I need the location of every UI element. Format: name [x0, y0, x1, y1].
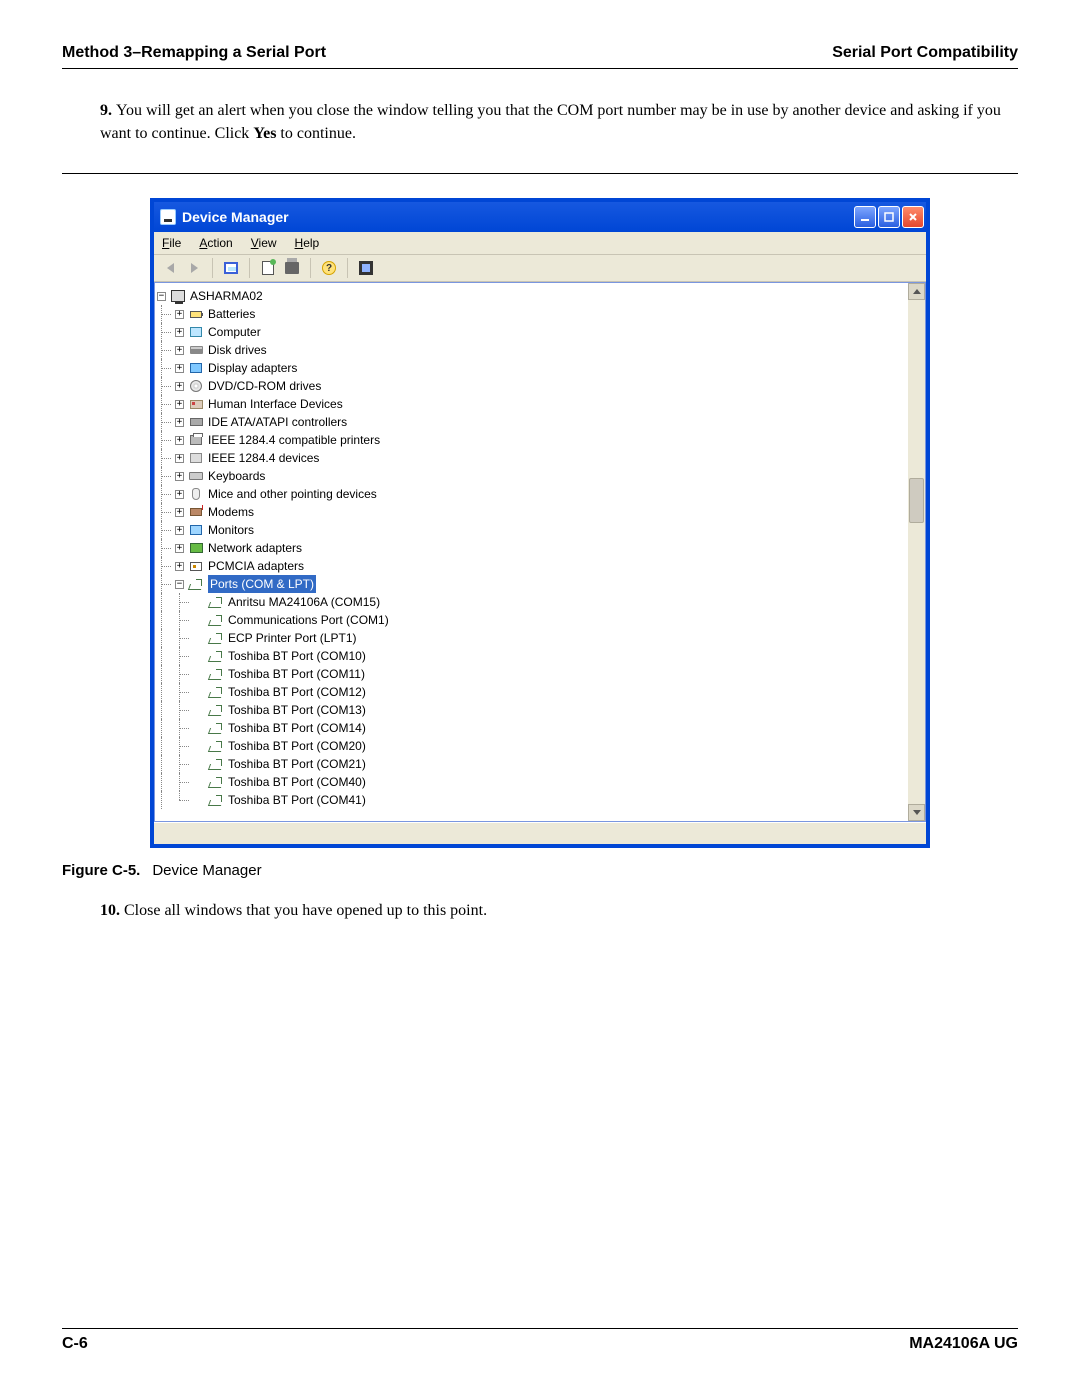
tree-item[interactable]: +Human Interface Devices [157, 395, 921, 413]
back-button[interactable] [160, 258, 180, 278]
scroll-down-button[interactable] [908, 804, 925, 821]
tree-port[interactable]: Toshiba BT Port (COM21) [157, 755, 921, 773]
tree-port[interactable]: Toshiba BT Port (COM10) [157, 647, 921, 665]
scan-icon[interactable] [356, 258, 376, 278]
step-9-text-a: You will get an alert when you close the… [100, 102, 1001, 142]
tree-port[interactable]: Communications Port (COM1) [157, 611, 921, 629]
menubar: File Action View Help [154, 232, 926, 255]
help-icon[interactable]: ? [319, 258, 339, 278]
divider [62, 173, 1018, 174]
header-left: Method 3–Remapping a Serial Port [62, 44, 326, 62]
tree-port[interactable]: Toshiba BT Port (COM11) [157, 665, 921, 683]
step-10-num: 10. [100, 902, 120, 919]
scroll-up-button[interactable] [908, 283, 925, 300]
sheet-icon[interactable] [258, 258, 278, 278]
step-10: 10.Close all windows that you have opene… [100, 899, 1018, 922]
tree-port[interactable]: Toshiba BT Port (COM20) [157, 737, 921, 755]
tree-item[interactable]: +DVD/CD-ROM drives [157, 377, 921, 395]
tree-item[interactable]: +Network adapters [157, 539, 921, 557]
tree-item[interactable]: +IEEE 1284.4 compatible printers [157, 431, 921, 449]
tree-port[interactable]: Toshiba BT Port (COM41) [157, 791, 921, 809]
figure-label: Figure C-5. [62, 862, 140, 879]
scrollbar[interactable] [908, 283, 925, 821]
window-icon [160, 209, 176, 225]
toolbar: ? [154, 255, 926, 282]
tree-item[interactable]: +Batteries [157, 305, 921, 323]
step-9-bold: Yes [253, 125, 276, 142]
close-button[interactable] [902, 206, 924, 228]
tree-item[interactable]: +Computer [157, 323, 921, 341]
menu-action[interactable]: Action [199, 236, 232, 250]
device-tree[interactable]: −ASHARMA02 +Batteries +Computer +Disk dr… [155, 283, 925, 813]
properties-icon[interactable] [221, 258, 241, 278]
tree-item[interactable]: +IDE ATA/ATAPI controllers [157, 413, 921, 431]
tree-item[interactable]: +Disk drives [157, 341, 921, 359]
page-number: C-6 [62, 1335, 88, 1353]
tree-item[interactable]: +IEEE 1284.4 devices [157, 449, 921, 467]
tree-port[interactable]: ECP Printer Port (LPT1) [157, 629, 921, 647]
tree-item[interactable]: +Modems [157, 503, 921, 521]
maximize-button[interactable] [878, 206, 900, 228]
tree-port[interactable]: Toshiba BT Port (COM14) [157, 719, 921, 737]
figure-title: Device Manager [152, 862, 261, 879]
tree-port[interactable]: Toshiba BT Port (COM40) [157, 773, 921, 791]
tree-root[interactable]: −ASHARMA02 [157, 287, 921, 305]
tree-item[interactable]: +Display adapters [157, 359, 921, 377]
print-icon[interactable] [282, 258, 302, 278]
forward-button[interactable] [184, 258, 204, 278]
tree-port[interactable]: Anritsu MA24106A (COM15) [157, 593, 921, 611]
titlebar[interactable]: Device Manager [154, 202, 926, 232]
scroll-thumb[interactable] [909, 478, 924, 523]
doc-id: MA24106A UG [909, 1335, 1018, 1353]
step-9-text-b: to continue. [276, 125, 356, 142]
tree-port[interactable]: Toshiba BT Port (COM12) [157, 683, 921, 701]
figure-caption: Figure C-5. Device Manager [62, 862, 1018, 879]
window-title: Device Manager [182, 209, 289, 225]
device-manager-window: Device Manager File Action View Help ? [150, 198, 930, 848]
minimize-button[interactable] [854, 206, 876, 228]
step-9: 9.You will get an alert when you close t… [100, 99, 1018, 145]
step-9-num: 9. [100, 102, 112, 119]
menu-view[interactable]: View [251, 236, 277, 250]
tree-item[interactable]: +Monitors [157, 521, 921, 539]
menu-help[interactable]: Help [295, 236, 320, 250]
tree-port[interactable]: Toshiba BT Port (COM13) [157, 701, 921, 719]
step-10-text: Close all windows that you have opened u… [124, 902, 487, 919]
tree-area: −ASHARMA02 +Batteries +Computer +Disk dr… [154, 282, 926, 822]
statusbar [154, 822, 926, 844]
menu-file[interactable]: File [162, 236, 181, 250]
tree-item[interactable]: +PCMCIA adapters [157, 557, 921, 575]
header-right: Serial Port Compatibility [832, 44, 1018, 62]
tree-item-ports[interactable]: −Ports (COM & LPT) [157, 575, 921, 593]
tree-item[interactable]: +Keyboards [157, 467, 921, 485]
tree-item[interactable]: +Mice and other pointing devices [157, 485, 921, 503]
